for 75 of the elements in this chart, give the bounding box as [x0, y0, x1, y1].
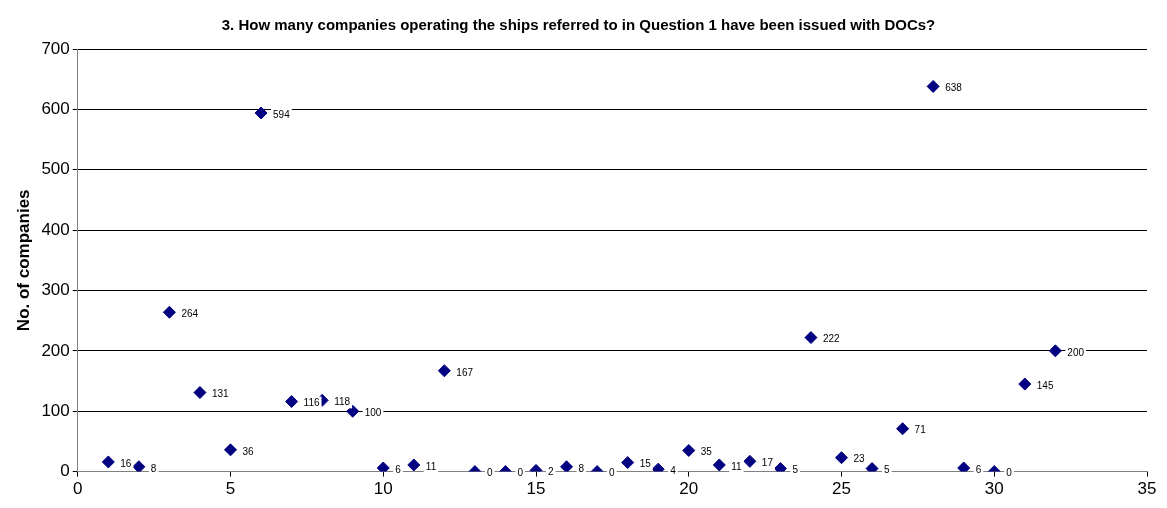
- point: [254, 106, 268, 120]
- data-label: 35: [700, 446, 713, 458]
- data-label: 200: [1067, 346, 1085, 358]
- point: [743, 454, 757, 468]
- y-tick-label: 200: [41, 340, 70, 360]
- point: [407, 458, 421, 472]
- data-label: 594: [273, 108, 291, 120]
- point: [804, 331, 818, 345]
- data-label: 100: [364, 406, 382, 418]
- point: [773, 462, 787, 472]
- point: [1048, 344, 1062, 358]
- y-tick-label: 700: [41, 38, 70, 58]
- y-tick-label: 400: [41, 219, 70, 239]
- point: [957, 461, 971, 472]
- data-label: 6: [975, 463, 982, 475]
- data-label: 264: [181, 307, 199, 319]
- point: [896, 422, 910, 436]
- data-label: 4: [670, 464, 677, 476]
- x-tick-label: 25: [832, 479, 851, 499]
- point: [224, 443, 238, 457]
- x-tick-label: 20: [679, 479, 699, 499]
- y-tick-label: 100: [41, 400, 70, 420]
- point: [865, 462, 879, 472]
- data-label: 116: [303, 397, 320, 409]
- point: [682, 443, 696, 457]
- x-tick-label: 30: [984, 479, 1004, 499]
- data-label: 0: [486, 467, 493, 479]
- point: [346, 404, 360, 418]
- x-tick-label: 0: [73, 479, 83, 499]
- y-axis-title: No. of companies: [13, 189, 33, 332]
- x-tick-label: 5: [225, 479, 236, 499]
- data-label: 2: [548, 466, 555, 478]
- point: [926, 79, 940, 93]
- y-tick-label: 0: [60, 461, 70, 481]
- data-label: 15: [639, 458, 652, 470]
- data-label: 222: [822, 333, 841, 345]
- x-tick-label: 35: [1137, 479, 1157, 499]
- data-label: 5: [792, 464, 799, 476]
- data-label: 11: [731, 460, 743, 472]
- point: [621, 456, 635, 470]
- point: [132, 460, 146, 472]
- data-label: 145: [1036, 379, 1054, 391]
- data-label: 0: [517, 467, 524, 479]
- data-label: 0: [609, 467, 616, 479]
- x-tick-label: 10: [373, 479, 393, 499]
- x-tick-label: 15: [526, 479, 546, 499]
- data-label: 8: [150, 462, 157, 474]
- y-tick-label: 500: [41, 159, 70, 179]
- point: [162, 305, 176, 319]
- data-label: 638: [945, 82, 963, 94]
- point: [1018, 377, 1032, 391]
- point: [437, 364, 451, 378]
- data-label: 36: [242, 445, 255, 457]
- data-label: 16: [120, 457, 132, 469]
- data-label: 6: [395, 463, 402, 475]
- point: [376, 461, 390, 472]
- data-label: 118: [334, 396, 351, 408]
- data-label: 0: [1006, 467, 1013, 479]
- chart-title: 3. How many companies operating the ships referred to in Question 1 have been issued with DOCs?: [221, 16, 936, 34]
- data-label: 131: [211, 388, 230, 400]
- point: [101, 455, 115, 469]
- data-label: 167: [456, 366, 474, 378]
- point: [835, 451, 848, 465]
- point: [285, 395, 299, 409]
- y-tick-label: 300: [41, 280, 70, 300]
- y-tick-label: 600: [41, 99, 70, 119]
- data-label: 8: [578, 462, 585, 474]
- data-label: 5: [884, 464, 891, 476]
- point: [560, 460, 574, 472]
- point: [712, 458, 726, 472]
- data-label: 11: [425, 460, 437, 472]
- data-label: 23: [853, 453, 866, 465]
- data-label: 17: [761, 457, 774, 469]
- point: [193, 386, 207, 400]
- data-label: 71: [914, 424, 927, 436]
